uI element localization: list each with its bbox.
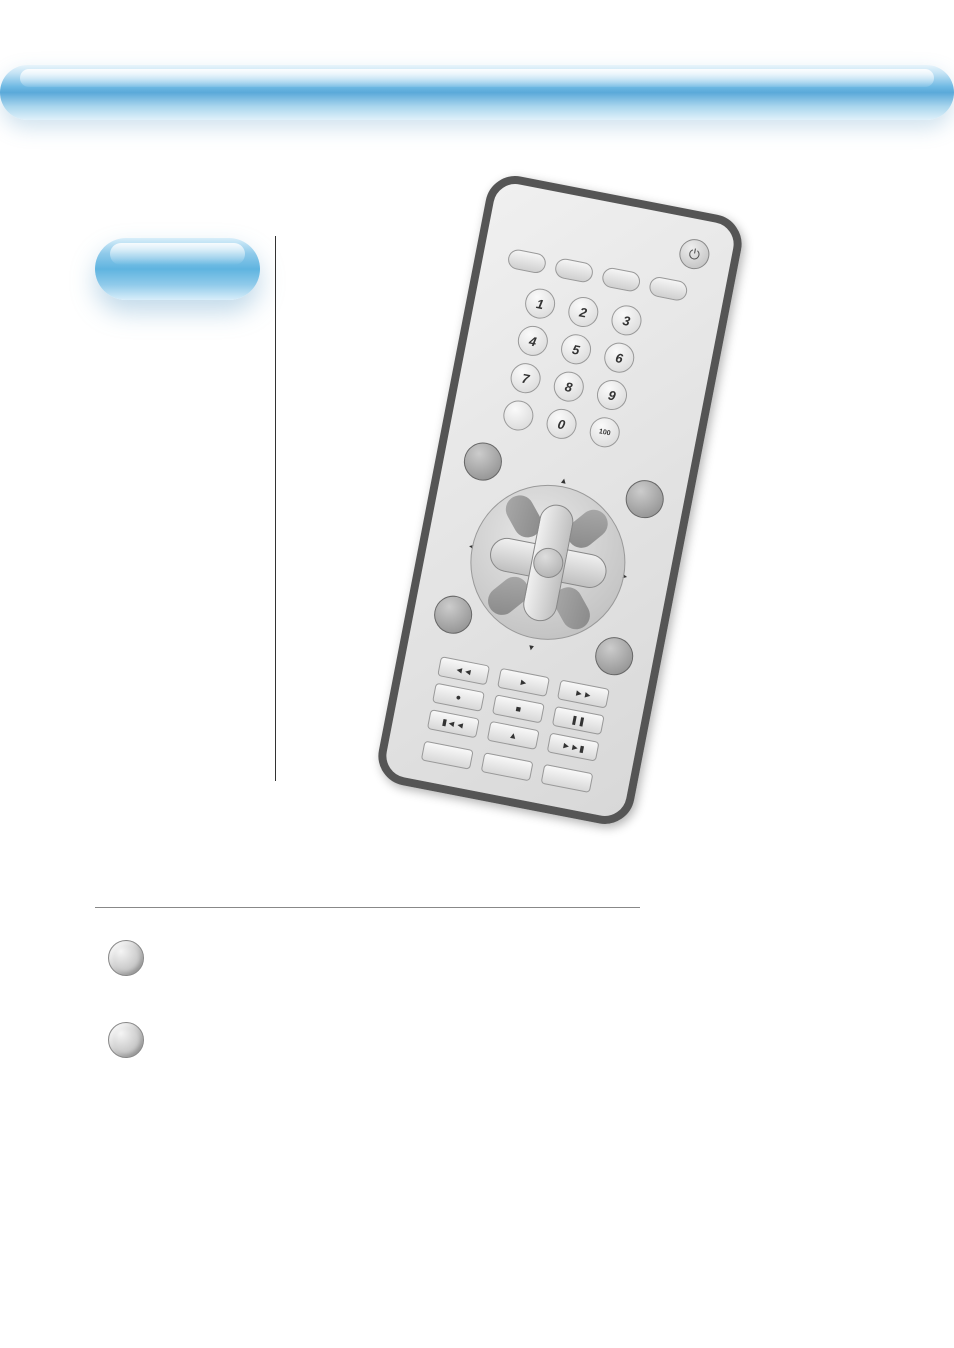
num-100-label: 100 bbox=[598, 428, 611, 437]
num-label: 8 bbox=[564, 379, 574, 395]
dpad-area bbox=[457, 471, 639, 653]
eject-icon: ▲ bbox=[508, 730, 519, 742]
play-button: ► bbox=[497, 668, 550, 697]
rewind-button: ◄◄ bbox=[437, 656, 490, 685]
oval-button-1 bbox=[506, 248, 547, 275]
power-button: ⏻ bbox=[677, 237, 712, 272]
step-circle-2 bbox=[108, 1022, 144, 1058]
arrow-down-icon: ▼ bbox=[527, 643, 536, 653]
num-label: 6 bbox=[614, 350, 624, 366]
num-9: 9 bbox=[594, 377, 629, 412]
prev-button: ▮◄◄ bbox=[427, 709, 480, 738]
mid-circle-top-left bbox=[461, 439, 506, 484]
stop-button: ■ bbox=[492, 694, 545, 723]
num-label: 5 bbox=[571, 341, 581, 357]
num-label: 0 bbox=[557, 416, 567, 432]
num-100: 100 bbox=[587, 415, 622, 450]
prev-icon: ▮◄◄ bbox=[441, 716, 465, 731]
num-4: 4 bbox=[515, 323, 550, 358]
record-button: ● bbox=[432, 683, 485, 712]
num-5: 5 bbox=[558, 332, 593, 367]
numeric-keypad: 1 2 3 4 5 6 7 8 9 0 100 bbox=[501, 286, 650, 451]
bottom-button-1 bbox=[421, 741, 474, 770]
oval-button-2 bbox=[553, 257, 594, 284]
num-3: 3 bbox=[609, 303, 644, 338]
rewind-icon: ◄◄ bbox=[454, 664, 473, 677]
record-icon: ● bbox=[455, 692, 462, 703]
num-label: 4 bbox=[528, 333, 538, 349]
stop-icon: ■ bbox=[515, 703, 522, 714]
remote-body: ⏻ 1 2 3 4 5 6 7 8 9 0 100 bbox=[373, 171, 747, 829]
oval-button-3 bbox=[601, 266, 642, 293]
oval-button-4 bbox=[648, 275, 689, 302]
ff-icon: ►► bbox=[574, 687, 593, 700]
section-pill-badge bbox=[95, 238, 260, 300]
mid-circle-group bbox=[448, 435, 688, 482]
pause-button: ❚❚ bbox=[552, 706, 605, 735]
num-0: 0 bbox=[544, 406, 579, 441]
remote-control-illustration: ⏻ 1 2 3 4 5 6 7 8 9 0 100 bbox=[373, 171, 747, 829]
power-icon: ⏻ bbox=[687, 245, 701, 264]
horizontal-divider bbox=[95, 907, 640, 908]
num-label: 2 bbox=[578, 304, 588, 320]
eject-button: ▲ bbox=[487, 721, 540, 750]
num-8: 8 bbox=[551, 369, 586, 404]
num-6: 6 bbox=[602, 340, 637, 375]
fastforward-button: ►► bbox=[557, 679, 610, 708]
mid-circle-bottom-left bbox=[431, 592, 476, 637]
vertical-divider bbox=[275, 236, 276, 781]
header-glossy-bar bbox=[0, 65, 954, 120]
arrow-up-icon: ▲ bbox=[559, 476, 568, 486]
num-label: 3 bbox=[622, 312, 632, 328]
next-icon: ►►▮ bbox=[561, 739, 585, 754]
num-7: 7 bbox=[508, 361, 543, 396]
num-label: 9 bbox=[607, 387, 617, 403]
play-icon: ► bbox=[518, 677, 529, 689]
num-1: 1 bbox=[523, 286, 558, 321]
mid-circle-top-right bbox=[622, 477, 667, 522]
num-label: 1 bbox=[535, 296, 545, 312]
bottom-button-2 bbox=[481, 752, 534, 781]
num-2: 2 bbox=[566, 294, 601, 329]
step-circle-1 bbox=[108, 940, 144, 976]
mid-circle-bottom-right bbox=[592, 634, 637, 679]
pause-icon: ❚❚ bbox=[570, 714, 587, 728]
bottom-button-3 bbox=[541, 764, 594, 793]
num-label: 7 bbox=[521, 370, 531, 386]
next-button: ►►▮ bbox=[547, 732, 600, 761]
num-blank-left bbox=[501, 398, 536, 433]
